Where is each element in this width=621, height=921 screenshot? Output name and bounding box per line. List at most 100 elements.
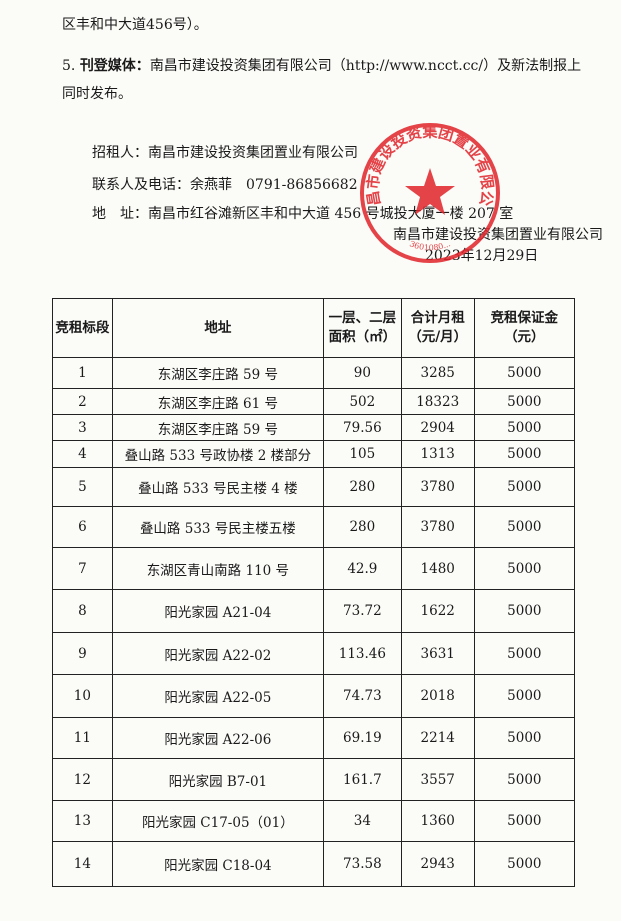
table-cell: 2943 bbox=[400, 841, 475, 887]
table-cell: 东湖区青山南路 110 号 bbox=[111, 547, 324, 590]
stamp-number: 3601080... bbox=[408, 239, 452, 252]
value: 南昌市建设投资集团置业有限公司 bbox=[148, 145, 358, 161]
table-cell: 5000 bbox=[473, 800, 576, 842]
person-line: 联系人及电话：余燕菲 0791-86856682 bbox=[92, 174, 358, 194]
table-cell: 阳光家园 A22-06 bbox=[111, 717, 324, 759]
table-cell: 14 bbox=[52, 841, 113, 887]
table-cell: 1480 bbox=[400, 547, 475, 590]
table-cell: 5000 bbox=[473, 547, 576, 590]
item-number: 5. bbox=[62, 58, 76, 74]
table-row: 10 阳光家园 A22-05 74.73 2018 5000 bbox=[52, 674, 576, 718]
item-text: 南昌市建设投资集团有限公司（http://www.ncct.cc/）及新法制报上… bbox=[62, 58, 582, 102]
table-cell: 113.46 bbox=[322, 632, 402, 675]
table-cell: 161.7 bbox=[322, 758, 402, 801]
table-cell: 7 bbox=[52, 547, 113, 590]
table-cell: 9 bbox=[52, 632, 113, 675]
table-row: 3 东湖区李庄路 59 号 79.56 2904 5000 bbox=[52, 414, 576, 441]
value: 南昌市红谷滩新区丰和中大道 456 号城投大厦一楼 207 室 bbox=[148, 206, 514, 222]
table-cell: 34 bbox=[322, 800, 402, 842]
table-cell: 东湖区李庄路 61 号 bbox=[111, 388, 324, 415]
table-cell: 3780 bbox=[400, 506, 475, 548]
stamp: 南昌市建设投资集团置业有限公司 3601080... bbox=[355, 118, 500, 263]
header-row: 竞租标段 地址 一层、二层面积（㎡） 合计月租（元/月） 竞租保证金（元） bbox=[52, 298, 576, 358]
table-cell: 5000 bbox=[473, 414, 576, 441]
table-cell: 2018 bbox=[400, 674, 475, 718]
table-cell: 280 bbox=[322, 467, 402, 507]
table-cell: 69.19 bbox=[322, 717, 402, 759]
header-cell: 地址 bbox=[111, 298, 324, 358]
table-row: 1 东湖区李庄路 59 号 90 3285 5000 bbox=[52, 357, 576, 389]
table-cell: 73.72 bbox=[322, 589, 402, 633]
table-cell: 叠山路 533 号民主楼 4 楼 bbox=[111, 467, 324, 507]
table-cell: 73.58 bbox=[322, 841, 402, 887]
table-cell: 5000 bbox=[473, 388, 576, 415]
table-cell: 5000 bbox=[473, 589, 576, 633]
header-cell: 竞租保证金（元） bbox=[473, 298, 576, 358]
table-cell: 叠山路 533 号民主楼五楼 bbox=[111, 506, 324, 548]
table-cell: 东湖区李庄路 59 号 bbox=[111, 414, 324, 441]
table-cell: 74.73 bbox=[322, 674, 402, 718]
table-cell: 叠山路 533 号政协楼 2 楼部分 bbox=[111, 440, 324, 468]
table-row: 6 叠山路 533 号民主楼五楼 280 3780 5000 bbox=[52, 506, 576, 548]
table-row: 8 阳光家园 A21-04 73.72 1622 5000 bbox=[52, 589, 576, 633]
table-cell: 5000 bbox=[473, 758, 576, 801]
item-5: 5. 刊登媒体：南昌市建设投资集团有限公司（http://www.ncct.cc… bbox=[62, 52, 592, 108]
header-cell: 合计月租（元/月） bbox=[400, 298, 475, 358]
table-row: 9 阳光家园 A22-02 113.46 3631 5000 bbox=[52, 632, 576, 675]
table-cell: 8 bbox=[52, 589, 113, 633]
table-cell: 4 bbox=[52, 440, 113, 468]
table-cell: 3 bbox=[52, 414, 113, 441]
table-cell: 12 bbox=[52, 758, 113, 801]
address-line: 地 址：南昌市红谷滩新区丰和中大道 456 号城投大厦一楼 207 室 bbox=[92, 203, 513, 223]
table-cell: 阳光家园 C17-05（01） bbox=[111, 800, 324, 842]
table-cell: 5000 bbox=[473, 841, 576, 887]
table-cell: 1313 bbox=[400, 440, 475, 468]
value: 余燕菲 0791-86856682 bbox=[190, 177, 358, 193]
table-cell: 2214 bbox=[400, 717, 475, 759]
table-cell: 5000 bbox=[473, 440, 576, 468]
signature-company: 南昌市建设投资集团置业有限公司 bbox=[393, 227, 603, 243]
lease-table: 竞租标段 地址 一层、二层面积（㎡） 合计月租（元/月） 竞租保证金（元） 1 东湖区李庄路… bbox=[52, 298, 576, 887]
table-cell: 5000 bbox=[473, 467, 576, 507]
table-cell: 阳光家园 A22-05 bbox=[111, 674, 324, 718]
continuation-line: 区丰和中大道456号）。 bbox=[62, 17, 208, 33]
item-label: 刊登媒体： bbox=[79, 58, 150, 74]
table-cell: 18323 bbox=[400, 388, 475, 415]
label: 地 址： bbox=[92, 206, 148, 222]
table-cell: 3631 bbox=[400, 632, 475, 675]
table-cell: 5000 bbox=[473, 717, 576, 759]
table-cell: 105 bbox=[322, 440, 402, 468]
table-cell: 1 bbox=[52, 357, 113, 389]
table-row: 14 阳光家园 C18-04 73.58 2943 5000 bbox=[52, 841, 576, 887]
table-cell: 13 bbox=[52, 800, 113, 842]
table-cell: 5 bbox=[52, 467, 113, 507]
table-cell: 10 bbox=[52, 674, 113, 718]
table-cell: 阳光家园 B7-01 bbox=[111, 758, 324, 801]
table-cell: 5000 bbox=[473, 506, 576, 548]
label: 联系人及电话： bbox=[92, 177, 190, 193]
table-row: 4 叠山路 533 号政协楼 2 楼部分 105 1313 5000 bbox=[52, 440, 576, 468]
table-cell: 11 bbox=[52, 717, 113, 759]
header-cell: 竞租标段 bbox=[52, 298, 113, 358]
table-cell: 东湖区李庄路 59 号 bbox=[111, 357, 324, 389]
label: 招租人： bbox=[92, 145, 148, 161]
signature-date: 2023年12月29日 bbox=[425, 248, 539, 264]
table-cell: 5000 bbox=[473, 357, 576, 389]
table-cell: 3557 bbox=[400, 758, 475, 801]
table-cell: 2904 bbox=[400, 414, 475, 441]
header-cell: 一层、二层面积（㎡） bbox=[322, 298, 402, 358]
table-cell: 1622 bbox=[400, 589, 475, 633]
table-cell: 5000 bbox=[473, 674, 576, 718]
table-cell: 90 bbox=[322, 357, 402, 389]
table-cell: 阳光家园 A21-04 bbox=[111, 589, 324, 633]
table-cell: 280 bbox=[322, 506, 402, 548]
table-cell: 42.9 bbox=[322, 547, 402, 590]
table-row: 5 叠山路 533 号民主楼 4 楼 280 3780 5000 bbox=[52, 467, 576, 507]
table-cell: 79.56 bbox=[322, 414, 402, 441]
lessor-line: 招租人：南昌市建设投资集团置业有限公司 bbox=[92, 142, 358, 162]
table-cell: 2 bbox=[52, 388, 113, 415]
table-row: 2 东湖区李庄路 61 号 502 18323 5000 bbox=[52, 388, 576, 415]
table-cell: 6 bbox=[52, 506, 113, 548]
table-cell: 5000 bbox=[473, 632, 576, 675]
